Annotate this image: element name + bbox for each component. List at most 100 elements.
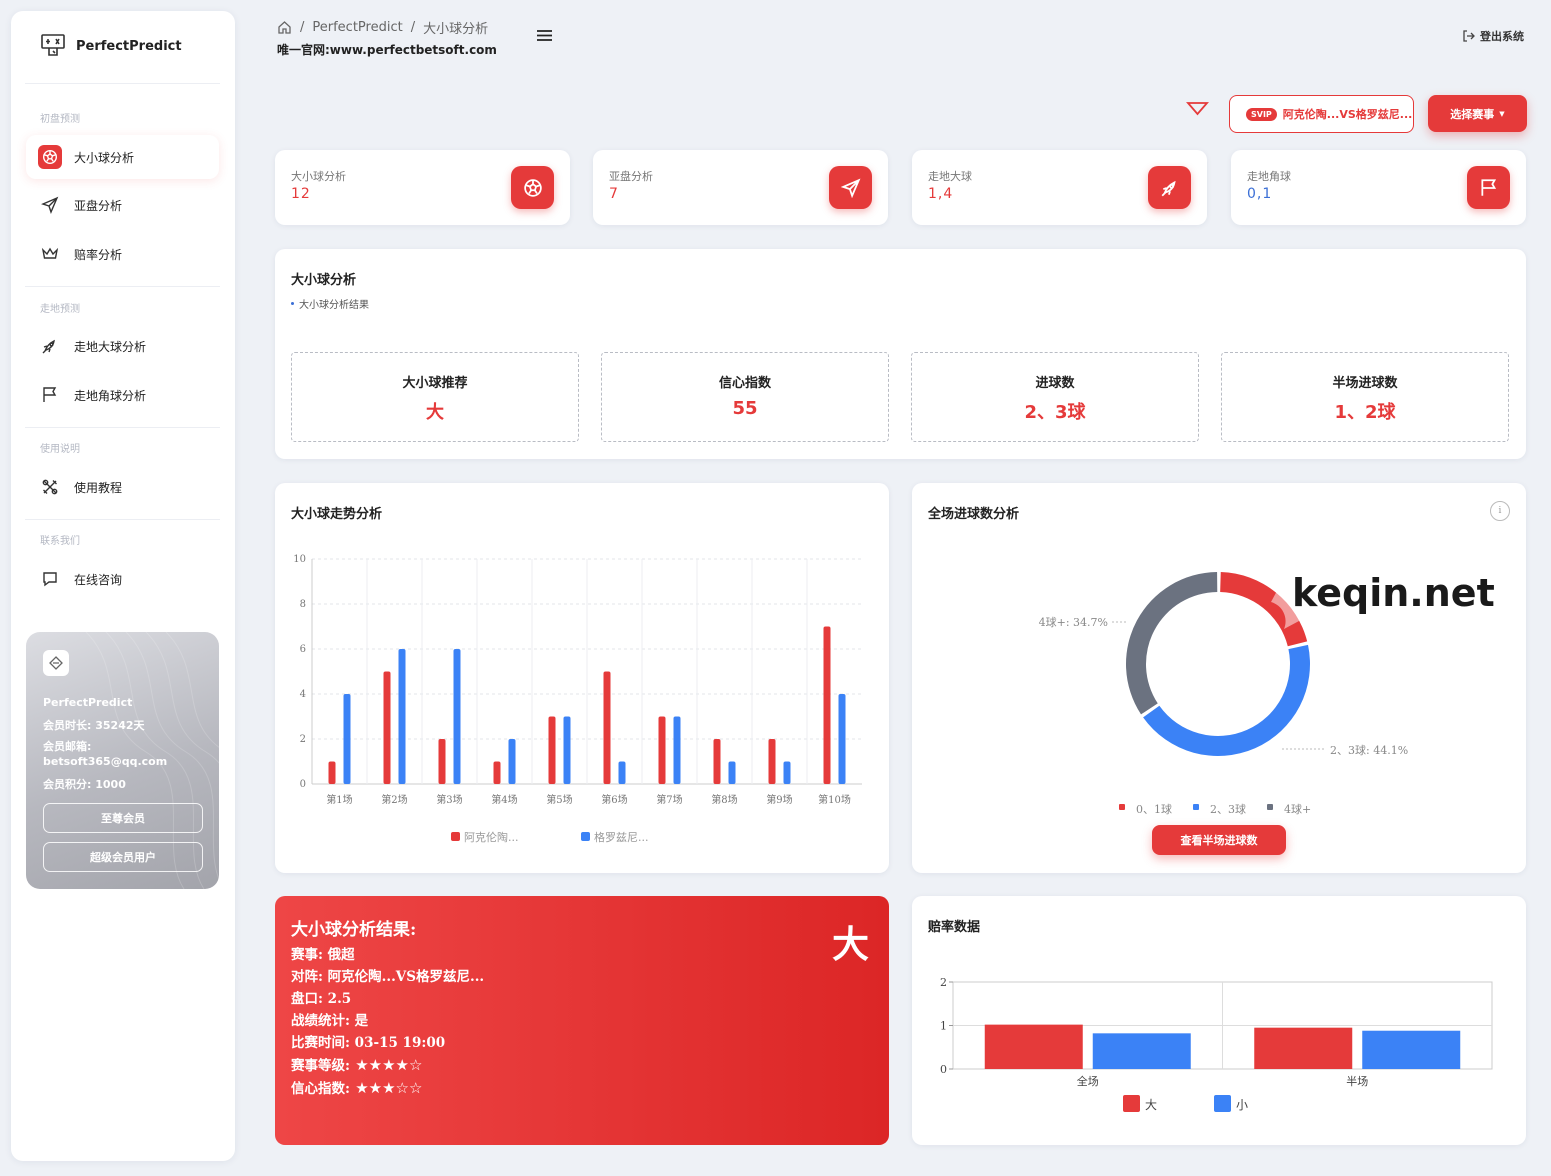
bar-home bbox=[328, 761, 336, 784]
bar-home bbox=[603, 671, 611, 784]
result-value: 阿克伦陶...VS格罗兹尼... bbox=[322, 969, 485, 985]
stat-label: 走地角球 bbox=[1247, 170, 1291, 183]
recommend-box: 大小球推荐大 bbox=[291, 352, 579, 442]
current-match-button[interactable]: SVIP 阿克伦陶...VS格罗兹尼... bbox=[1229, 95, 1414, 133]
rocket-icon bbox=[1148, 166, 1191, 209]
half-goals-button[interactable]: 查看半场进球数 bbox=[1152, 825, 1286, 855]
bar-over bbox=[984, 1024, 1083, 1069]
current-match-label: 阿克伦陶...VS格罗兹尼... bbox=[1282, 108, 1413, 121]
result-lines: 赛事: 俄超 对阵: 阿克伦陶...VS格罗兹尼... 盘口: 2.5 战绩统计: 是… bbox=[291, 944, 484, 1100]
breadcrumb-current: 大小球分析 bbox=[423, 22, 489, 37]
bar-away bbox=[508, 739, 516, 784]
send-icon bbox=[829, 166, 872, 209]
donut-label: 2、3球: 44.1% bbox=[1330, 743, 1408, 757]
result-key: 对阵: bbox=[291, 969, 323, 985]
legend-label: 阿克伦陶... bbox=[464, 830, 519, 844]
trend-chart: 0 2 4 6 8 10 第1场 第2场 第3场 第4场 第5场 第6场 第7场 第8场 第9场 第10场阿克… bbox=[293, 554, 862, 844]
result-line: 比赛时间: 03-15 19:00 bbox=[291, 1032, 484, 1054]
tools-icon bbox=[38, 475, 62, 499]
legend-swatch bbox=[1267, 804, 1273, 810]
vip-button[interactable]: 至尊会员 bbox=[43, 803, 203, 833]
result-key: 赛事: bbox=[291, 947, 323, 963]
trend-chart-title: 大小球走势分析 bbox=[291, 507, 383, 522]
legend-swatch bbox=[1214, 1095, 1231, 1112]
y-tick-label: 0 bbox=[940, 1063, 947, 1076]
sidebar-item-live-goals[interactable]: 走地大球分析 bbox=[26, 324, 219, 368]
result-key: 信心指数: bbox=[291, 1081, 350, 1097]
sidebar-item-label: 使用教程 bbox=[74, 480, 123, 495]
analysis-subtitle: 大小球分析结果 bbox=[291, 296, 369, 311]
super-member-button[interactable]: 超级会员用户 bbox=[43, 842, 203, 872]
x-tick-label: 全场 bbox=[1077, 1074, 1099, 1088]
y-tick-label: 2 bbox=[940, 976, 947, 989]
odds-chart-title: 赔率数据 bbox=[928, 920, 981, 935]
stat-label: 大小球分析 bbox=[291, 170, 346, 183]
sidebar-item-tutorial[interactable]: 使用教程 bbox=[26, 465, 219, 509]
bar-home bbox=[823, 626, 831, 784]
section-title-contact: 联系我们 bbox=[40, 536, 80, 547]
result-key: 比赛时间: bbox=[291, 1035, 350, 1051]
select-match-button[interactable]: 选择赛事 ▼ bbox=[1428, 95, 1527, 132]
y-tick-label: 6 bbox=[300, 644, 306, 655]
bar-over bbox=[1254, 1027, 1353, 1069]
sidebar-item-live-corners[interactable]: 走地角球分析 bbox=[26, 373, 219, 417]
send-icon bbox=[38, 193, 62, 217]
stat-card-over-under[interactable]: 大小球分析 12 bbox=[275, 150, 570, 225]
caret-down-icon: ▼ bbox=[1499, 109, 1505, 118]
recommend-value: 大 bbox=[426, 402, 444, 423]
stat-value: 1,4 bbox=[928, 186, 954, 202]
y-tick-label: 4 bbox=[300, 689, 306, 700]
menu-toggle-icon[interactable] bbox=[536, 29, 553, 45]
app-logo[interactable]: PerfectPredict bbox=[40, 33, 182, 59]
half-goals-box: 半场进球数 1、2球 bbox=[1221, 352, 1509, 442]
breadcrumb: / PerfectPredict / 大小球分析 bbox=[277, 18, 488, 37]
logout-button[interactable]: 登出系统 bbox=[1462, 28, 1524, 44]
x-tick-label: 第8场 bbox=[711, 793, 737, 806]
legend-label: 0、1球 bbox=[1136, 802, 1172, 816]
bar-away bbox=[728, 761, 736, 784]
member-email: betsoft365@qq.com bbox=[43, 755, 168, 768]
x-tick-label: 半场 bbox=[1346, 1074, 1368, 1088]
member-email-label: 会员邮箱: bbox=[43, 740, 92, 753]
info-icon[interactable]: i bbox=[1490, 501, 1510, 521]
home-icon[interactable] bbox=[277, 20, 292, 35]
x-tick-label: 第7场 bbox=[656, 793, 682, 806]
bar-away bbox=[453, 649, 461, 784]
result-line: 信心指数: ★★★☆☆ bbox=[291, 1077, 484, 1100]
sidebar-item-label: 走地大球分析 bbox=[74, 339, 147, 354]
sidebar-item-consult[interactable]: 在线咨询 bbox=[26, 557, 219, 601]
sidebar-item-odds[interactable]: 赔率分析 bbox=[26, 232, 219, 276]
y-tick-label: 0 bbox=[300, 779, 306, 790]
sidebar-item-label: 在线咨询 bbox=[74, 572, 123, 587]
result-line: 赛事等级: ★★★★☆ bbox=[291, 1054, 484, 1077]
breadcrumb-item[interactable]: PerfectPredict bbox=[312, 20, 403, 35]
stat-card-live-goals[interactable]: 走地大球 1,4 bbox=[912, 150, 1207, 225]
stat-card-live-corners[interactable]: 走地角球 0,1 bbox=[1231, 150, 1526, 225]
sidebar-item-over-under[interactable]: 大小球分析 bbox=[26, 135, 219, 179]
member-name: PerfectPredict bbox=[43, 696, 133, 709]
trend-chart-card: 大小球走势分析 0 2 4 6 8 10 第1场 第2场 第3场 第4场 第5场 第6场 第7场 第8场 第… bbox=[275, 483, 889, 873]
divider bbox=[25, 83, 220, 84]
rocket-icon bbox=[38, 334, 62, 358]
legend-swatch bbox=[1123, 1095, 1140, 1112]
legend-label: 大 bbox=[1145, 1098, 1157, 1112]
result-value: ★★★★☆ bbox=[349, 1056, 423, 1074]
legend-label: 格罗兹尼... bbox=[594, 830, 649, 844]
crown-icon bbox=[38, 242, 62, 266]
analysis-card: 大小球分析 大小球分析结果 大小球推荐大 信心指数 55 进球数 2、3球 半场进球… bbox=[275, 249, 1526, 459]
y-tick-label: 8 bbox=[300, 599, 306, 610]
legend-label: 2、3球 bbox=[1210, 802, 1246, 816]
x-tick-label: 第1场 bbox=[326, 793, 352, 806]
result-key: 战绩统计: bbox=[291, 1013, 350, 1029]
bar-home bbox=[713, 739, 721, 784]
member-card: PerfectPredict 会员时长: 35242天 会员邮箱: betsof… bbox=[26, 632, 219, 889]
result-value: 03-15 19:00 bbox=[349, 1035, 446, 1051]
bar-away bbox=[838, 694, 846, 784]
sidebar-item-label: 赔率分析 bbox=[74, 247, 123, 262]
result-line: 盘口: 2.5 bbox=[291, 988, 484, 1010]
dropdown-triangle-icon[interactable] bbox=[1186, 101, 1209, 119]
stat-card-asian[interactable]: 亚盘分析 7 bbox=[593, 150, 888, 225]
analysis-title: 大小球分析 bbox=[291, 273, 357, 288]
svip-badge: SVIP bbox=[1246, 107, 1277, 121]
sidebar-item-asian-handicap[interactable]: 亚盘分析 bbox=[26, 183, 219, 227]
